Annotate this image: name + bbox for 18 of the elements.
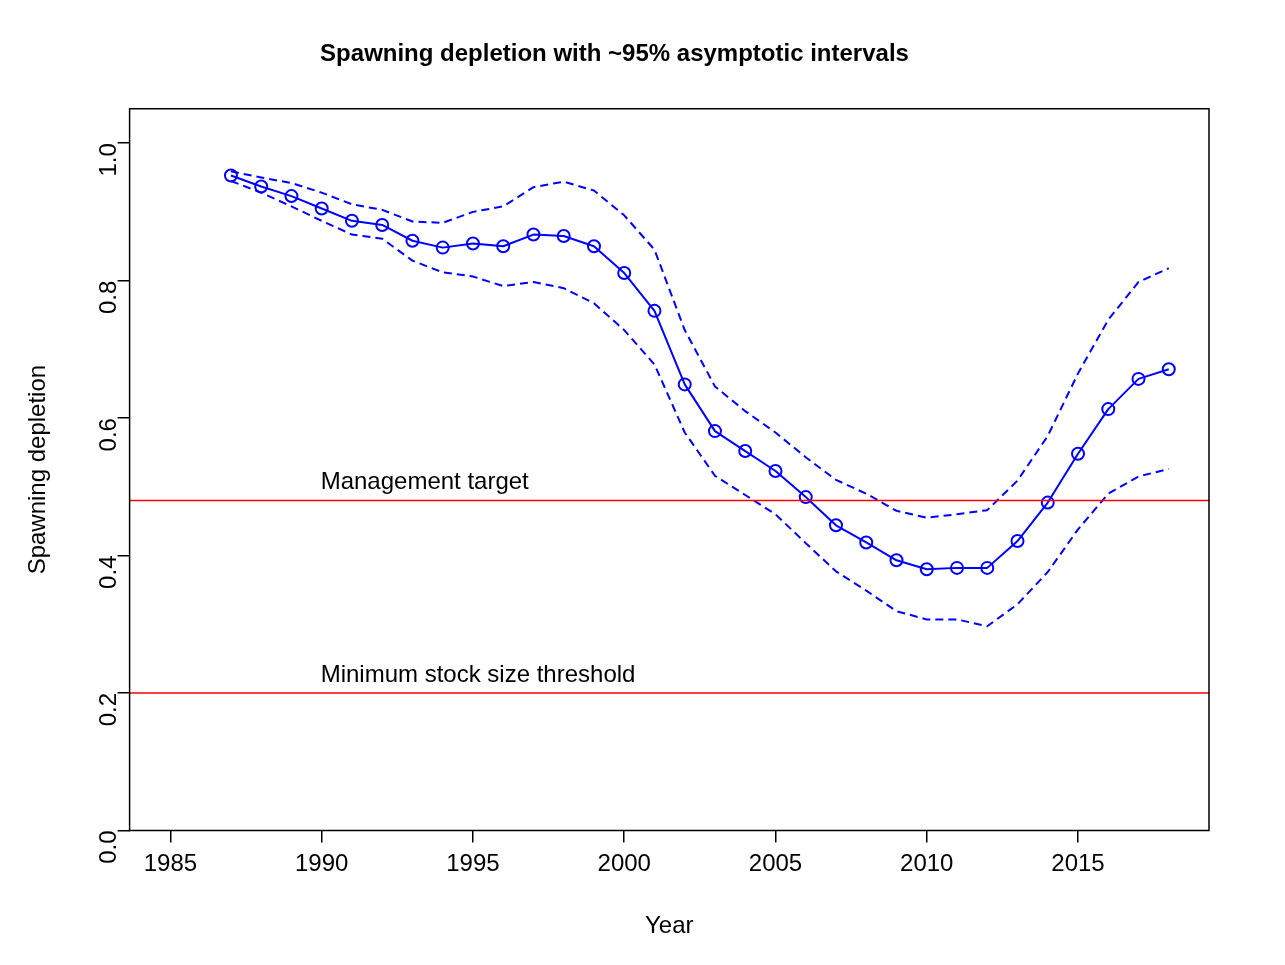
x-tick-label: 2000 (597, 849, 651, 877)
x-tick-label: 2010 (900, 849, 954, 877)
y-tick-label: 0.8 (94, 280, 122, 314)
x-tick-label: 1985 (143, 849, 198, 877)
x-tick-label: 1995 (446, 849, 500, 877)
y-tick-label: 0.0 (94, 830, 122, 864)
chart-title: Spawning depletion with ~95% asymptotic intervals (320, 39, 909, 67)
y-tick-label: 0.4 (94, 555, 122, 589)
x-axis-title: Year (645, 911, 694, 939)
ref-line-label: Management target (320, 467, 530, 495)
ref-line-label: Minimum stock size threshold (320, 659, 636, 687)
y-tick-label: 0.2 (94, 692, 122, 727)
y-axis-title: Spawning depletion (23, 364, 51, 575)
y-tick-label: 1.0 (94, 143, 122, 177)
x-tick-label: 1990 (295, 849, 349, 877)
x-tick-label: 2015 (1051, 849, 1105, 877)
y-tick-label: 0.6 (94, 418, 122, 452)
x-tick-label: 2005 (748, 849, 803, 877)
